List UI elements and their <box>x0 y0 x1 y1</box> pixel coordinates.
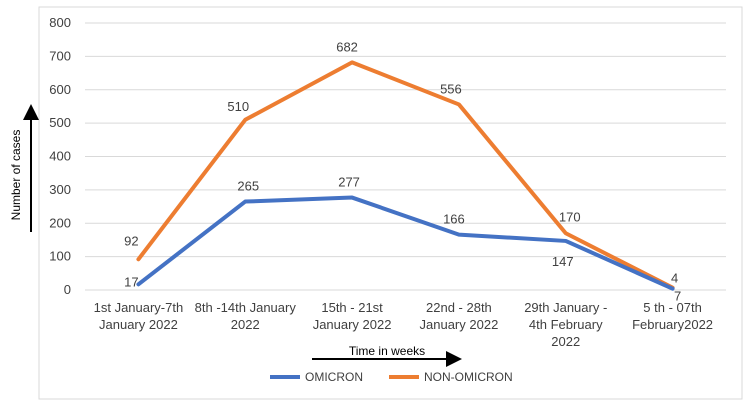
x-category-label: 8th -14th January 2022 <box>195 300 297 332</box>
series-line-omicron <box>136 195 675 291</box>
series-line-non-omicron <box>136 60 675 290</box>
y-axis-title: Number of cases <box>9 130 23 221</box>
x-category-label: 29th January -4th February 2022 <box>524 300 607 349</box>
x-category-label: 1st January-7th January 2022 <box>94 300 184 332</box>
legend-label-omicron: OMICRON <box>305 370 363 384</box>
data-label-non-omicron: 92 <box>124 233 138 248</box>
series-lines <box>136 60 675 291</box>
data-label-omicron: 265 <box>237 179 259 194</box>
y-tick-label: 400 <box>49 149 71 164</box>
y-tick-label: 200 <box>49 215 71 230</box>
x-category-label: 15th - 21st January 2022 <box>313 300 392 332</box>
x-axis-categories: 1st January-7th January 2022 8th -14th Jan… <box>94 300 713 349</box>
data-label-non-omicron: 510 <box>227 99 249 114</box>
data-label-non-omicron: 556 <box>440 81 462 96</box>
y-tick-label: 600 <box>49 82 71 97</box>
data-label-omicron: 166 <box>443 212 465 227</box>
x-axis-title: Time in weeks <box>349 344 425 358</box>
data-labels: 17 265 277 166 147 4 92 510 682 556 170 7 <box>124 39 681 303</box>
data-label-omicron: 277 <box>338 175 360 190</box>
data-label-omicron: 17 <box>124 274 138 289</box>
data-label-omicron: 147 <box>552 254 574 269</box>
y-tick-label: 500 <box>49 115 71 130</box>
data-label-non-omicron: 170 <box>559 209 581 224</box>
y-tick-label: 100 <box>49 249 71 264</box>
data-label-non-omicron: 682 <box>336 39 358 54</box>
y-tick-label: 800 <box>49 15 71 30</box>
y-tick-label: 300 <box>49 182 71 197</box>
chart-border <box>38 6 743 400</box>
legend: OMICRON NON-OMICRON <box>270 370 513 384</box>
y-tick-label: 700 <box>49 48 71 63</box>
y-axis-ticks: 0 100 200 300 400 500 600 700 800 <box>49 15 71 297</box>
legend-label-non-omicron: NON-OMICRON <box>424 370 513 384</box>
x-category-label: 22nd - 28th January 2022 <box>420 300 499 332</box>
data-label-omicron: 4 <box>671 271 678 286</box>
data-label-non-omicron: 7 <box>674 289 681 304</box>
y-tick-label: 0 <box>64 282 71 297</box>
x-category-label: 5 th - 07th February2022 <box>632 300 713 332</box>
